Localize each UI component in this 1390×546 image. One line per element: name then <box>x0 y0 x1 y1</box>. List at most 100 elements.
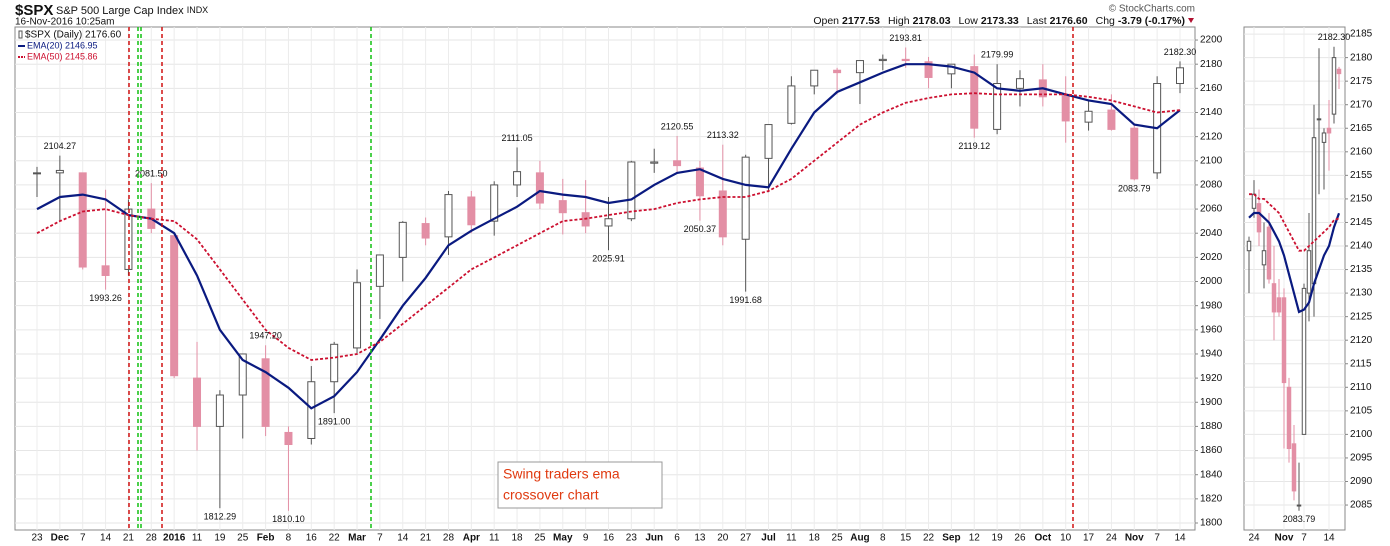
x-tick-label: 15 <box>900 533 912 544</box>
y-tick-label: 2120 <box>1350 335 1373 346</box>
note-line: Swing traders ema <box>503 466 620 482</box>
price-annotation: 2179.99 <box>981 50 1014 60</box>
y-tick-label: 2110 <box>1350 382 1372 393</box>
candle-body <box>855 60 864 74</box>
y-tick-label: 2060 <box>1200 204 1223 215</box>
x-tick-label: 11 <box>786 533 797 544</box>
x-tick-label: 16 <box>306 533 318 544</box>
x-tick-label: 19 <box>214 533 226 544</box>
candle-body <box>398 221 407 258</box>
candle-body <box>764 124 773 159</box>
y-tick-label: 2130 <box>1350 288 1373 299</box>
legend-entry: EMA(20) 2146.95 <box>27 40 98 50</box>
y-tick-label: 2040 <box>1200 228 1223 239</box>
x-tick-label: 27 <box>740 533 752 544</box>
candle-body <box>421 223 430 239</box>
y-tick-label: 1960 <box>1200 324 1223 335</box>
y-tick-label: 2090 <box>1350 476 1373 487</box>
candle-body <box>33 172 41 175</box>
candle-body <box>1107 109 1116 130</box>
price-annotation: 2111.05 <box>501 133 532 143</box>
quote-label: Last <box>1027 15 1047 27</box>
x-tick-label: 2016 <box>163 533 186 544</box>
y-tick-label: 2160 <box>1350 146 1373 157</box>
y-tick-label: 1900 <box>1200 397 1223 408</box>
x-tick-label: 12 <box>969 533 981 544</box>
candle-body <box>490 184 499 222</box>
y-tick-label: 2175 <box>1350 76 1373 87</box>
candle-body <box>238 353 247 396</box>
quote-label: Open <box>813 15 839 27</box>
candle-body <box>1246 240 1252 252</box>
candle-body <box>1291 443 1297 492</box>
price-annotation: 1991.68 <box>729 295 762 305</box>
x-tick-label: 14 <box>1174 533 1186 544</box>
ema-line <box>1249 193 1340 252</box>
candle-body <box>1286 386 1292 450</box>
candle-body <box>810 69 819 87</box>
candle-body <box>1281 297 1287 384</box>
quote-value: 2173.33 <box>981 15 1019 27</box>
x-tick-label: 22 <box>923 533 935 544</box>
x-tick-label: 25 <box>534 533 546 544</box>
candle-body <box>353 282 362 349</box>
candle-body <box>1316 118 1322 121</box>
y-tick-label: 1840 <box>1200 469 1223 480</box>
x-tick-label: Feb <box>257 533 275 544</box>
candle-body <box>467 196 476 226</box>
candle-body <box>78 172 87 268</box>
y-tick-label: 1860 <box>1200 445 1223 456</box>
candle-body <box>1251 193 1257 209</box>
change-arrow <box>1188 18 1194 23</box>
y-tick-label: 1880 <box>1200 421 1223 432</box>
ema-line <box>36 92 1181 361</box>
candle-body <box>1266 226 1272 280</box>
y-tick-label: 2180 <box>1350 52 1373 63</box>
candle-body <box>650 161 659 164</box>
x-tick-label: 14 <box>1323 533 1335 544</box>
x-tick-label: 11 <box>192 533 203 544</box>
y-tick-label: 2185 <box>1350 29 1373 40</box>
x-tick-label: 28 <box>443 533 455 544</box>
quote-label: High <box>888 15 910 27</box>
candle-body <box>970 66 979 129</box>
y-tick-label: 2100 <box>1350 429 1373 440</box>
candle-body <box>55 169 64 174</box>
price-annotation: 1947.20 <box>249 331 282 341</box>
candle-body <box>695 167 704 197</box>
y-tick-label: 2095 <box>1350 453 1373 464</box>
y-tick-label: 2020 <box>1200 252 1223 263</box>
y-tick-label: 2160 <box>1200 83 1223 94</box>
legend-entry: $SPX (Daily) 2176.60 <box>25 30 122 41</box>
x-tick-label: Nov <box>1275 533 1294 544</box>
x-tick-label: 25 <box>832 533 844 544</box>
candle-body <box>1256 203 1262 233</box>
y-tick-label: 2165 <box>1350 123 1373 134</box>
y-tick-label: 2085 <box>1350 500 1373 511</box>
x-tick-label: 6 <box>674 533 680 544</box>
y-tick-label: 2115 <box>1350 358 1372 369</box>
copyright: © StockCharts.com <box>1109 4 1195 15</box>
candle-body <box>101 265 110 276</box>
x-tick-label: 23 <box>31 533 43 544</box>
chart-panel: 2085 2090 2095 2100 2105 2110 2115 2120 2125 2130… <box>1243 26 1373 544</box>
y-tick-label: 2140 <box>1350 241 1373 252</box>
y-tick-label: 2140 <box>1200 107 1223 118</box>
candle-body <box>1015 78 1024 89</box>
ema-line <box>1248 211 1341 314</box>
y-tick-label: 2170 <box>1350 99 1373 110</box>
candle-body <box>741 156 750 240</box>
ema-line <box>36 63 1181 410</box>
x-tick-label: 28 <box>146 533 158 544</box>
price-annotation: 1993.26 <box>89 293 122 303</box>
x-tick-label: 8 <box>880 533 886 544</box>
price-annotation: 2025.91 <box>592 254 625 264</box>
x-tick-label: May <box>553 533 573 544</box>
candle-body <box>1061 93 1070 122</box>
y-tick-label: 2105 <box>1350 405 1373 416</box>
candle-body <box>1176 67 1184 85</box>
exchange: INDX <box>187 5 209 15</box>
candle-body <box>284 431 293 446</box>
y-tick-label: 2080 <box>1200 180 1223 191</box>
date: 16-Nov-2016 10:25am <box>15 17 115 28</box>
